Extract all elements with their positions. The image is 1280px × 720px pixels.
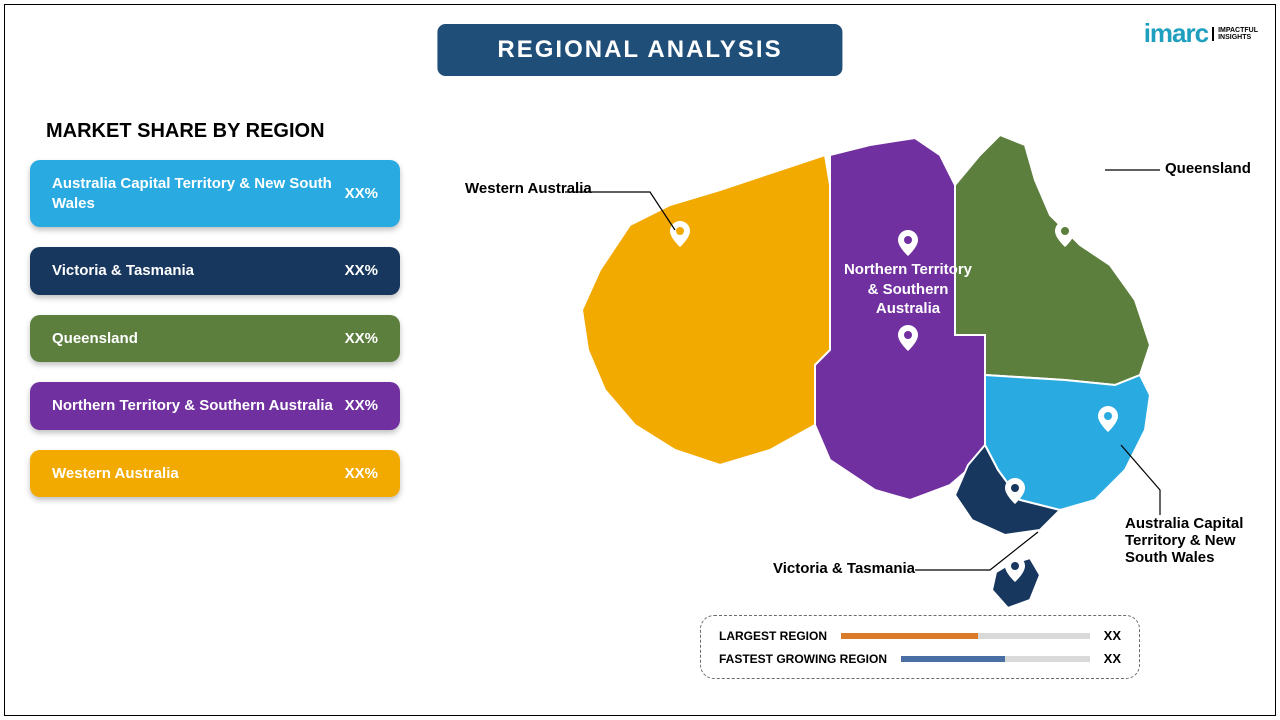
region-bar-label: Queensland	[52, 329, 138, 349]
legend-value: XX	[1104, 628, 1121, 643]
logo-text: imarc	[1144, 18, 1208, 49]
legend-bar	[841, 633, 1090, 639]
brand-logo: imarc IMPACTFUL INSIGHTS	[1144, 18, 1258, 49]
region-bar: Western Australia XX%	[30, 450, 400, 498]
pin-icon	[898, 230, 918, 256]
australia-map: Northern Territory & Southern Australia …	[520, 110, 1250, 670]
region-bar-value: XX%	[345, 397, 378, 414]
legend-value: XX	[1104, 651, 1121, 666]
section-heading: MARKET SHARE BY REGION	[46, 120, 325, 143]
legend-box: LARGEST REGION XX FASTEST GROWING REGION XX	[700, 615, 1140, 679]
legend-row: FASTEST GROWING REGION XX	[719, 651, 1121, 666]
region-bar: Victoria & Tasmania XX%	[30, 247, 400, 295]
region-qld	[955, 135, 1150, 385]
map-center-label: Northern Territory & Southern Australia	[843, 230, 973, 351]
region-bar-value: XX%	[345, 465, 378, 482]
pin-icon	[898, 325, 918, 351]
region-bar-value: XX%	[345, 330, 378, 347]
region-bar-label: Australia Capital Territory & New South …	[52, 174, 345, 213]
legend-row: LARGEST REGION XX	[719, 628, 1121, 643]
logo-tagline: IMPACTFUL INSIGHTS	[1212, 27, 1258, 41]
map-svg	[520, 110, 1250, 670]
region-bar-value: XX%	[345, 262, 378, 279]
region-bar-label: Northern Territory & Southern Australia	[52, 396, 333, 416]
region-bar-value: XX%	[345, 185, 378, 202]
region-bar: Northern Territory & Southern Australia X…	[30, 382, 400, 430]
legend-label: LARGEST REGION	[719, 629, 827, 643]
region-bar-label: Western Australia	[52, 464, 179, 484]
callout-wa: Western Australia	[465, 180, 592, 197]
region-bar: Queensland XX%	[30, 315, 400, 363]
legend-label: FASTEST GROWING REGION	[719, 652, 887, 666]
callout-nsw: Australia Capital Territory & New South …	[1125, 515, 1275, 566]
region-bar-label: Victoria & Tasmania	[52, 261, 194, 281]
legend-bar	[901, 656, 1090, 662]
callout-qld: Queensland	[1165, 160, 1251, 177]
market-share-bars: Australia Capital Territory & New South …	[30, 160, 400, 497]
callout-vic: Victoria & Tasmania	[700, 560, 915, 577]
page-title-banner: REGIONAL ANALYSIS	[437, 24, 842, 76]
region-bar: Australia Capital Territory & New South …	[30, 160, 400, 227]
page-title: REGIONAL ANALYSIS	[497, 36, 782, 63]
region-wa	[582, 155, 830, 465]
